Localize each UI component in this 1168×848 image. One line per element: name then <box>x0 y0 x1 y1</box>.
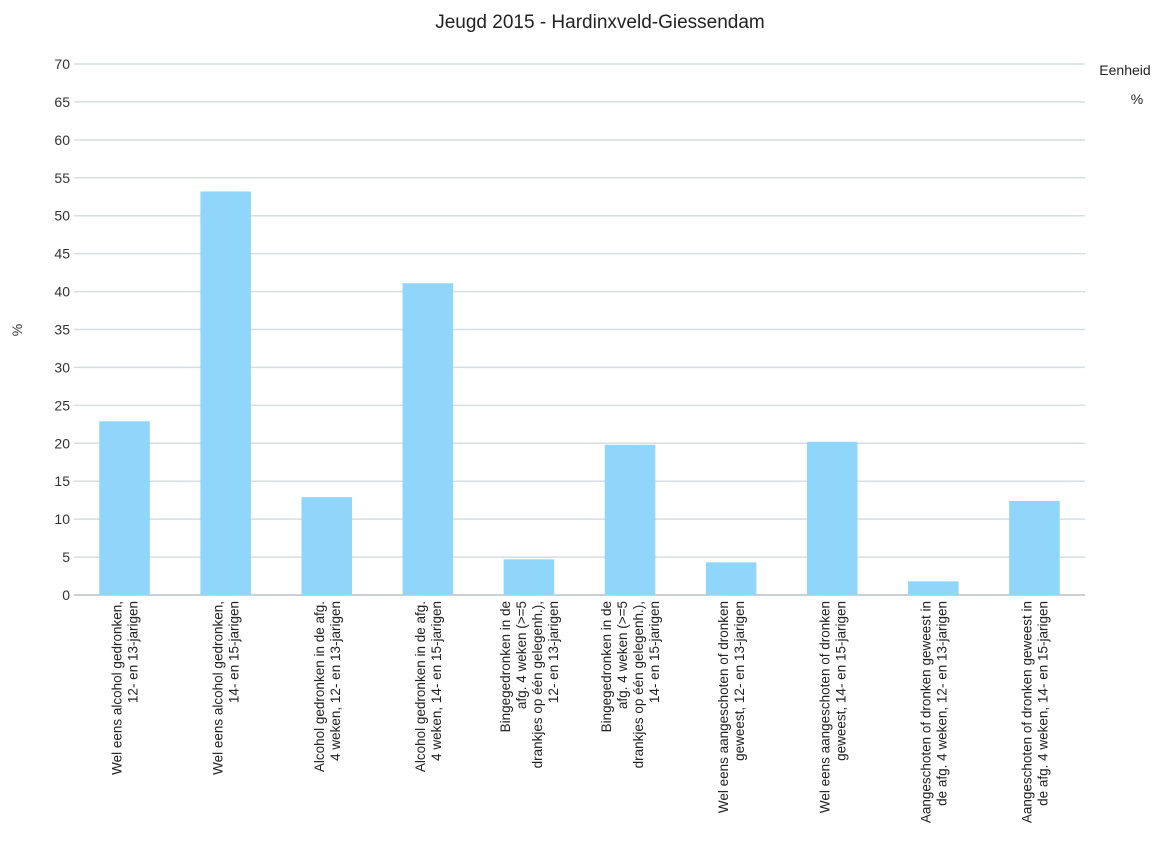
x-tick-label: Bingegedronken in de afg. 4 weken (>=5 dra… <box>498 601 561 768</box>
x-tick-label: Alcohol gedronken in de afg. 4 weken, 14-… <box>413 601 444 772</box>
bar <box>908 581 959 595</box>
x-tick-label: Aangeschoten of dronken geweest in de afg… <box>1019 601 1050 823</box>
y-tick-label: 30 <box>54 359 70 375</box>
x-tick-label: Alcohol gedronken in de afg. 4 weken, 12-… <box>312 601 343 772</box>
x-tick-label-line: Wel eens aangeschoten of dronken <box>817 601 832 813</box>
x-tick-label-line: geweest, 12- en 13-jarigen <box>732 601 747 761</box>
x-tick-label-line: geweest, 14- en 15-jarigen <box>833 601 848 761</box>
y-tick-label: 50 <box>54 208 70 224</box>
legend-title: Eenheid <box>1099 62 1150 78</box>
y-tick-label: 25 <box>54 397 70 413</box>
x-tick-label: Wel eens aangeschoten of dronken geweest,… <box>716 601 747 813</box>
x-tick-label-line: drankjes op één gelegenh.), <box>631 601 646 768</box>
x-tick-label-line: 14- en 15-jarigen <box>227 601 242 703</box>
legend-entry-percent: % <box>1131 91 1143 107</box>
x-tick-label: Wel eens alcohol gedronken, 14- en 15-jar… <box>211 601 242 775</box>
x-tick-label-line: afg. 4 weken (>=5 <box>615 601 630 709</box>
y-tick-label: 35 <box>54 322 70 338</box>
bar <box>99 421 150 595</box>
x-tick-label-line: Aangeschoten of dronken geweest in <box>1019 601 1034 823</box>
x-tick-label-line: Bingegedronken in de <box>599 601 614 732</box>
bar <box>402 283 454 595</box>
bar <box>200 191 251 595</box>
y-tick-label: 5 <box>62 549 70 565</box>
bar <box>806 441 858 595</box>
x-tick-label-line: de afg. 4 weken, 14- en 15-jarigen <box>1035 601 1050 806</box>
x-tick-label-line: 12- en 13-jarigen <box>126 601 141 703</box>
x-tick-label-line: Aangeschoten of dronken geweest in <box>918 601 933 823</box>
y-tick-label: 55 <box>54 170 70 186</box>
y-tick-label: 65 <box>54 94 70 110</box>
x-tick-label: Wel eens aangeschoten of dronken geweest,… <box>817 601 848 813</box>
y-tick-label: 10 <box>54 511 70 527</box>
x-tick-label-line: Wel eens alcohol gedronken, <box>110 601 125 775</box>
x-tick-label-line: 14- en 15-jarigen <box>647 601 662 703</box>
y-tick-label: 0 <box>62 587 70 603</box>
chart-title: Jeugd 2015 - Hardinxveld-Giessendam <box>435 12 765 33</box>
bar <box>503 559 555 595</box>
y-tick-label: 20 <box>54 435 70 451</box>
x-axis-category-labels: Wel eens alcohol gedronken, 12- en 13-jar… <box>110 601 1051 823</box>
x-tick-label-line: afg. 4 weken (>=5 <box>514 601 529 709</box>
x-tick-label-line: 4 weken, 12- en 13-jarigen <box>328 601 343 761</box>
y-tick-label: 15 <box>54 473 70 489</box>
x-tick-label-line: Alcohol gedronken in de afg. <box>312 601 327 772</box>
y-tick-label: 45 <box>54 246 70 262</box>
x-tick-label-line: Wel eens alcohol gedronken, <box>211 601 226 775</box>
y-axis-label: % <box>9 324 25 336</box>
x-tick-label-line: Wel eens aangeschoten of dronken <box>716 601 731 813</box>
x-tick-label: Bingegedronken in de afg. 4 weken (>=5 dra… <box>599 601 662 768</box>
bar <box>301 497 353 595</box>
x-tick-label-line: 4 weken, 14- en 15-jarigen <box>429 601 444 761</box>
x-tick-label-line: drankjes op één gelegenh.), <box>530 601 545 768</box>
x-tick-label: Wel eens alcohol gedronken, 12- en 13-jar… <box>110 601 141 775</box>
y-tick-label: 60 <box>54 132 70 148</box>
x-tick-label-line: Alcohol gedronken in de afg. <box>413 601 428 772</box>
bar <box>1009 500 1060 595</box>
bar <box>705 562 757 595</box>
x-tick-label-line: Bingegedronken in de <box>498 601 513 732</box>
x-tick-label-line: 12- en 13-jarigen <box>546 601 561 703</box>
bar <box>604 444 656 595</box>
y-axis-ticks: 0 5 10 15 20 25 30 35 40 45 50 55 60 65 70 <box>54 56 70 603</box>
y-tick-label: 70 <box>54 56 70 72</box>
y-tick-label: 40 <box>54 284 70 300</box>
x-tick-label: Aangeschoten of dronken geweest in de afg… <box>918 601 949 823</box>
x-tick-label-line: de afg. 4 weken, 12- en 13-jarigen <box>934 601 949 806</box>
bars <box>99 191 1060 595</box>
